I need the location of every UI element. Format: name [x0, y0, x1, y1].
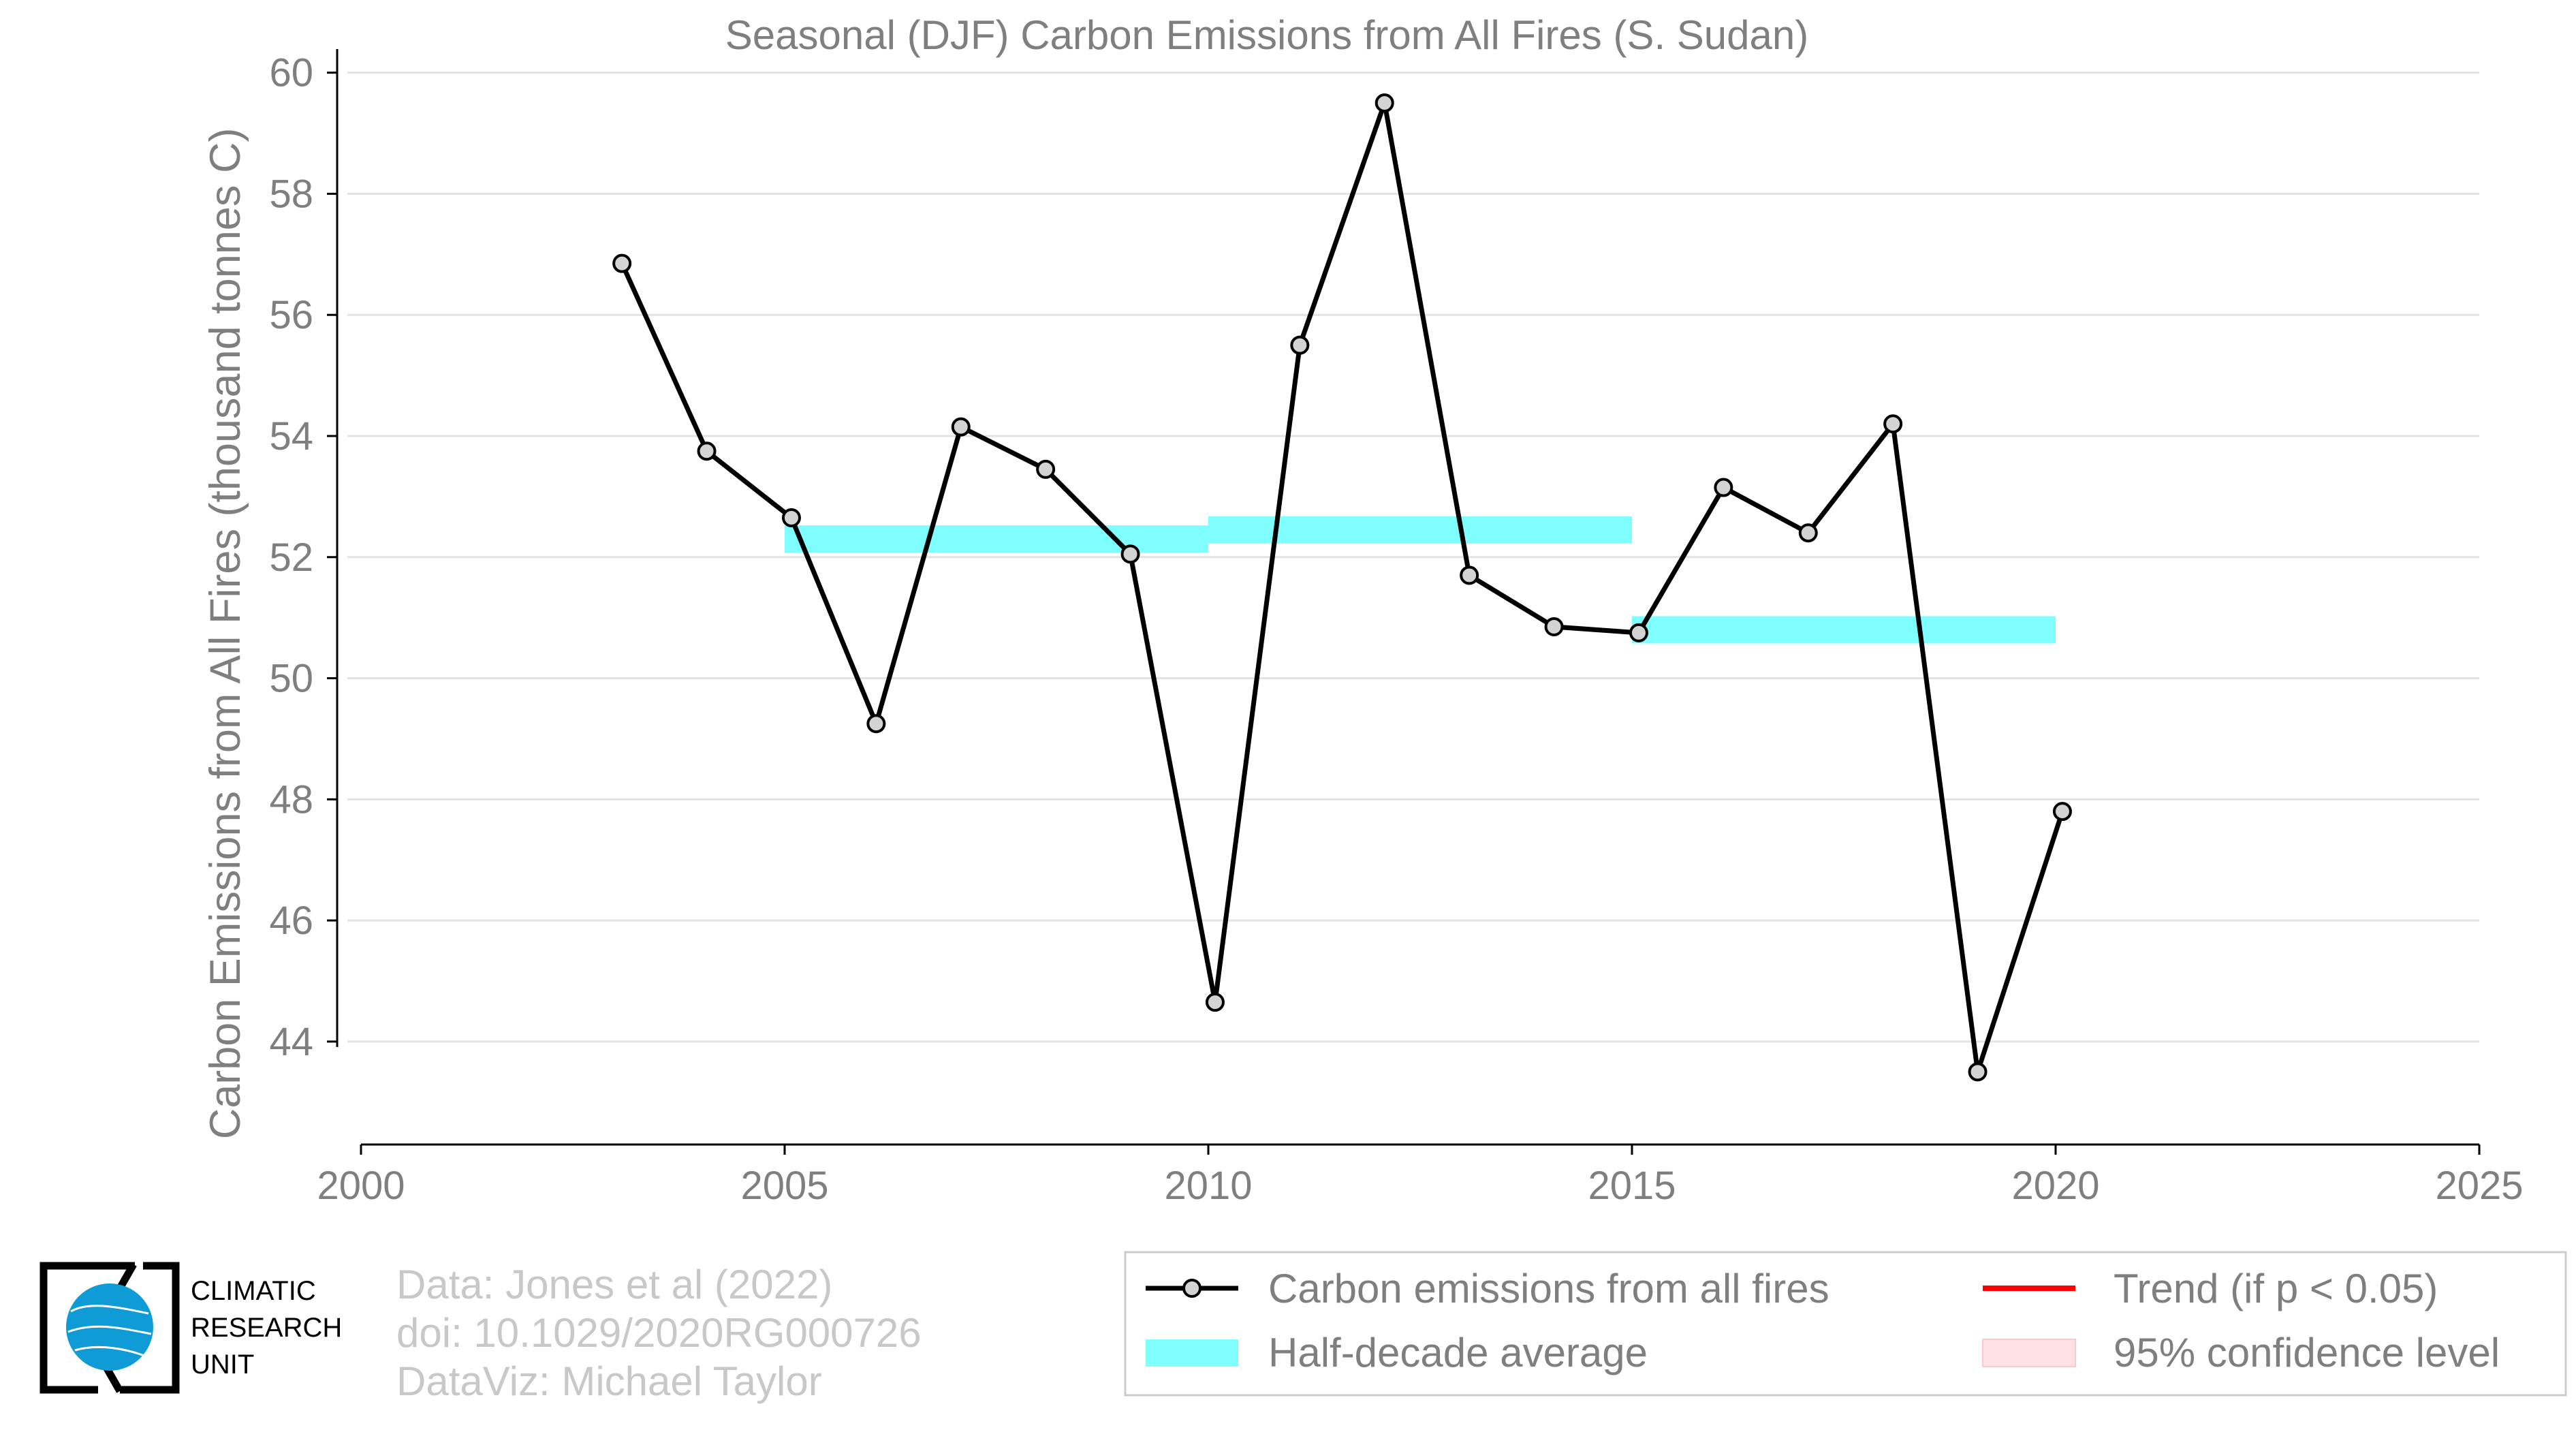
half-decade-bar	[785, 525, 1208, 553]
y-axis: 44 46 48 50 52 54 56 58 60	[269, 49, 339, 1064]
x-tick-label: 2005	[740, 1164, 828, 1208]
data-point	[951, 417, 971, 437]
data-point	[1460, 565, 1479, 585]
data-point	[1968, 1062, 1988, 1082]
data-point	[1714, 478, 1733, 497]
cru-logo: CLIMATIC RESEARCH UNIT	[40, 1262, 342, 1394]
legend-swatch-emissions-marker	[1182, 1279, 1201, 1298]
series-line	[619, 100, 2065, 1074]
data-point	[697, 441, 717, 461]
y-tick-label: 54	[269, 414, 313, 458]
legend: Carbon emissions from all fires Half-dec…	[1124, 1251, 2567, 1397]
y-tick-label: 46	[269, 899, 313, 943]
series-points	[612, 93, 2072, 1082]
data-point	[1883, 414, 1903, 434]
logo-text-line1: CLIMATIC	[191, 1276, 316, 1306]
legend-frame	[1124, 1251, 2567, 1397]
y-axis-label: Carbon Emissions from All Fires (thousan…	[202, 128, 249, 1140]
data-point	[2052, 802, 2072, 822]
y-tick-label: 60	[269, 51, 313, 95]
x-tick-label: 2010	[1164, 1164, 1252, 1208]
globe-contour	[67, 1325, 152, 1335]
legend-label-half-decade: Half-decade average	[1268, 1330, 1648, 1375]
legend-swatch-confidence	[1982, 1339, 2076, 1367]
data-point	[1205, 993, 1225, 1012]
logo-text-line3: UNIT	[191, 1350, 254, 1380]
logo-bracket-left	[40, 1262, 135, 1394]
data-point	[781, 508, 801, 527]
legend-label-emissions: Carbon emissions from all fires	[1268, 1266, 1829, 1311]
x-tick-label: 2015	[1588, 1164, 1676, 1208]
legend-swatch-half-decade	[1146, 1339, 1238, 1367]
half-decade-bar	[1632, 616, 2056, 644]
chart-title: Seasonal (DJF) Carbon Emissions from All…	[725, 12, 1809, 58]
data-point	[1375, 93, 1394, 113]
x-tick-label: 2000	[317, 1164, 405, 1208]
y-tick-label: 56	[269, 293, 313, 337]
half-decade-bar	[1208, 516, 1632, 544]
series-lines	[619, 100, 2065, 1074]
data-point	[1036, 459, 1056, 479]
credit-doi: doi: 10.1029/2020RG000726	[396, 1310, 922, 1356]
y-tick-label: 58	[269, 172, 313, 216]
legend-label-confidence: 95% confidence level	[2114, 1330, 2500, 1375]
data-point	[866, 714, 886, 734]
logo-text-line2: RESEARCH	[191, 1313, 342, 1343]
x-axis: 2000 2005 2010 2015 2020 2025	[317, 1143, 2524, 1208]
y-tick-label: 52	[269, 535, 313, 580]
x-tick-label: 2020	[2011, 1164, 2099, 1208]
logo-bracket-right	[120, 1262, 180, 1394]
y-tick-label: 50	[269, 657, 313, 701]
data-point	[1798, 523, 1818, 543]
y-tick-label: 48	[269, 777, 313, 822]
globe-contour	[70, 1305, 149, 1315]
legend-label-trend: Trend (if p < 0.05)	[2114, 1266, 2438, 1311]
globe-contour	[74, 1345, 145, 1357]
data-point	[612, 253, 632, 273]
data-point	[1290, 335, 1310, 355]
data-point	[1629, 623, 1648, 642]
credit-data: Data: Jones et al (2022)	[396, 1262, 832, 1307]
data-point	[1544, 617, 1564, 636]
x-tick-label: 2025	[2435, 1164, 2523, 1208]
data-point	[1120, 544, 1140, 564]
gridlines	[347, 72, 2479, 1043]
half-decade-bars	[785, 516, 2056, 644]
y-tick-label: 44	[269, 1020, 313, 1064]
credit-dataviz: DataViz: Michael Taylor	[396, 1358, 822, 1404]
